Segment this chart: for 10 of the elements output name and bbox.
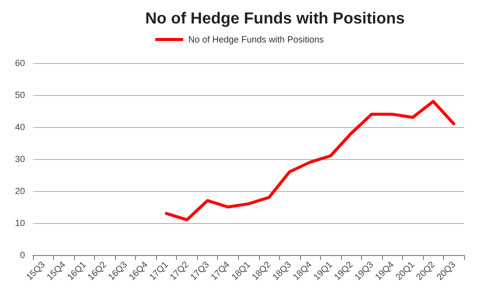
y-tick-label: 0 <box>20 250 25 260</box>
y-tick-label: 50 <box>14 90 25 100</box>
y-tick-label: 60 <box>14 58 25 68</box>
line-series <box>164 100 456 222</box>
chart-title: No of Hedge Funds with Positions <box>145 10 405 28</box>
y-tick-label: 10 <box>14 218 25 228</box>
y-tick-label: 30 <box>14 154 25 164</box>
legend-label: No of Hedge Funds with Positions <box>188 34 324 44</box>
y-tick-label: 20 <box>14 186 25 196</box>
y-tick-label: 40 <box>14 122 25 132</box>
